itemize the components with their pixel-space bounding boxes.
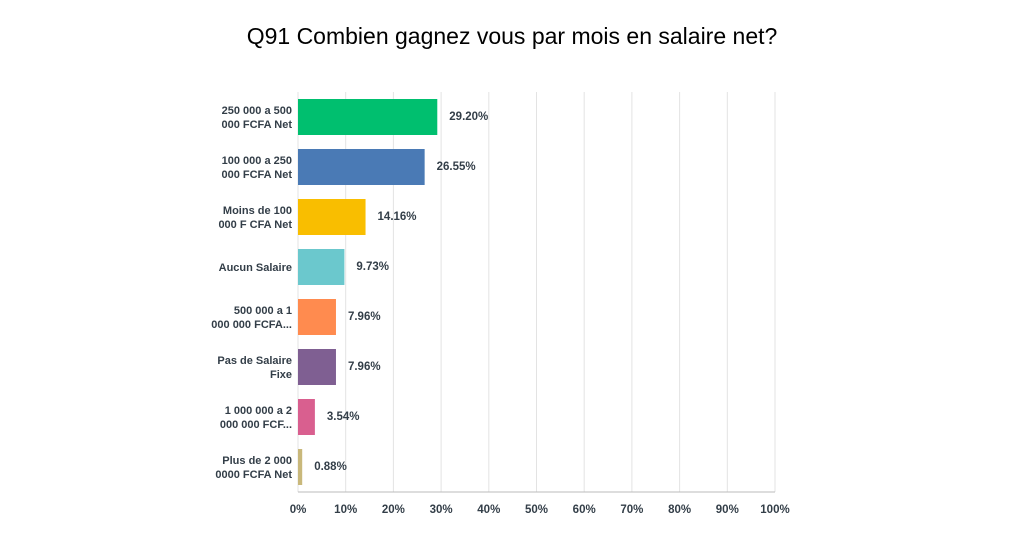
bar <box>298 199 366 235</box>
x-tick-label: 100% <box>760 504 789 516</box>
y-tick-label: Plus de 2 000 0000 FCFA Net <box>215 455 292 481</box>
value-label: 9.73% <box>356 261 389 273</box>
value-label: 26.55% <box>437 161 476 173</box>
value-label: 7.96% <box>348 361 381 373</box>
bar <box>298 449 303 485</box>
y-tick-label: 100 000 a 250 000 FCFA Net <box>221 155 292 181</box>
value-label: 0.88% <box>314 461 347 473</box>
y-tick-label: 500 000 a 1 000 000 FCFA... <box>211 305 292 331</box>
x-tick-label: 60% <box>573 504 596 516</box>
y-tick-label: Moins de 100 000 F CFA Net <box>218 205 292 231</box>
value-label: 3.54% <box>327 411 360 423</box>
bar <box>298 249 345 285</box>
x-tick-label: 30% <box>430 504 453 516</box>
bar <box>298 349 336 385</box>
bar <box>298 399 315 435</box>
bar <box>298 99 438 135</box>
bar <box>298 149 425 185</box>
value-label: 7.96% <box>348 311 381 323</box>
y-tick-label: Aucun Salaire <box>218 262 292 274</box>
x-tick-label: 80% <box>668 504 691 516</box>
chart-title: Q91 Combien gagnez vous par mois en sala… <box>247 23 778 49</box>
y-tick-label: Pas de Salaire Fixe <box>217 355 292 381</box>
bar <box>298 299 336 335</box>
x-tick-label: 90% <box>716 504 739 516</box>
x-tick-label: 10% <box>334 504 357 516</box>
x-tick-label: 40% <box>477 504 500 516</box>
value-label: 14.16% <box>378 211 417 223</box>
x-tick-label: 20% <box>382 504 405 516</box>
x-tick-label: 50% <box>525 504 548 516</box>
x-tick-label: 70% <box>620 504 643 516</box>
x-tick-label: 0% <box>290 504 307 516</box>
value-label: 29.20% <box>449 111 488 123</box>
y-tick-label: 1 000 000 a 2 000 000 FCF... <box>219 405 292 431</box>
y-tick-label: 250 000 a 500 000 FCFA Net <box>221 105 292 131</box>
